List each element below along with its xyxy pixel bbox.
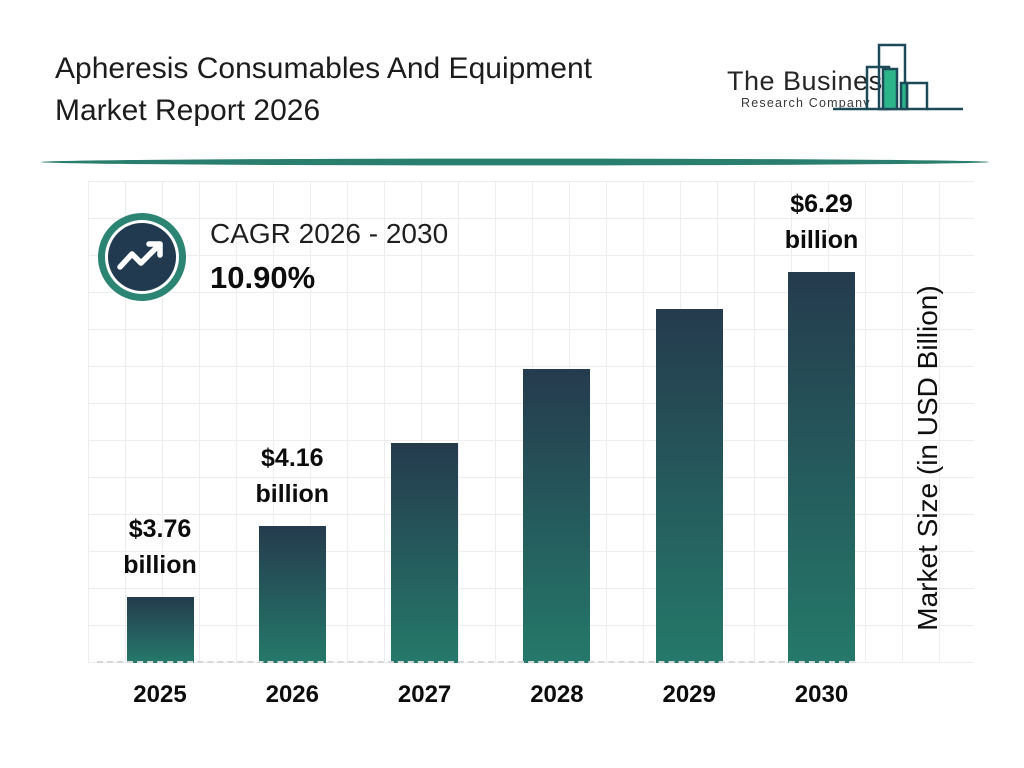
bar-value-label-2026: $4.16 billion [255, 444, 330, 508]
x-tick-2029: 2029 [662, 681, 716, 708]
bar-skyline-logo-icon [833, 43, 963, 111]
bar-2025 [126, 597, 194, 663]
bar-value-label-2025: $3.76 billion [123, 515, 197, 579]
bar-2026 [258, 526, 326, 663]
bar-value-label-2030: $6.29 billion [784, 190, 859, 254]
x-tick-2030: 2030 [794, 681, 849, 708]
x-axis-baseline [97, 661, 855, 663]
logo-subname: Research Company [741, 96, 871, 110]
page-title-line2: Market Report 2026 [55, 94, 321, 127]
bar-2030 [788, 272, 855, 663]
x-tick-2025: 2025 [133, 681, 187, 708]
bar-2028 [523, 369, 591, 663]
page-title: Apheresis Consumables And Equipment Mark… [55, 48, 715, 132]
trending-up-icon [98, 213, 186, 301]
bar-2027 [391, 443, 459, 663]
x-tick-2026: 2026 [265, 681, 319, 708]
page-title-line1: Apheresis Consumables And Equipment [55, 52, 592, 85]
bar-2029 [655, 309, 723, 663]
y-axis-label: Market Size (in USD Billion) [912, 285, 943, 631]
cagr-value: 10.90% [210, 260, 316, 295]
x-tick-2028: 2028 [530, 681, 584, 708]
x-tick-2027: 2027 [397, 681, 452, 708]
divider-line [41, 158, 989, 166]
cagr-range-label: CAGR 2026 - 2030 [210, 218, 449, 249]
